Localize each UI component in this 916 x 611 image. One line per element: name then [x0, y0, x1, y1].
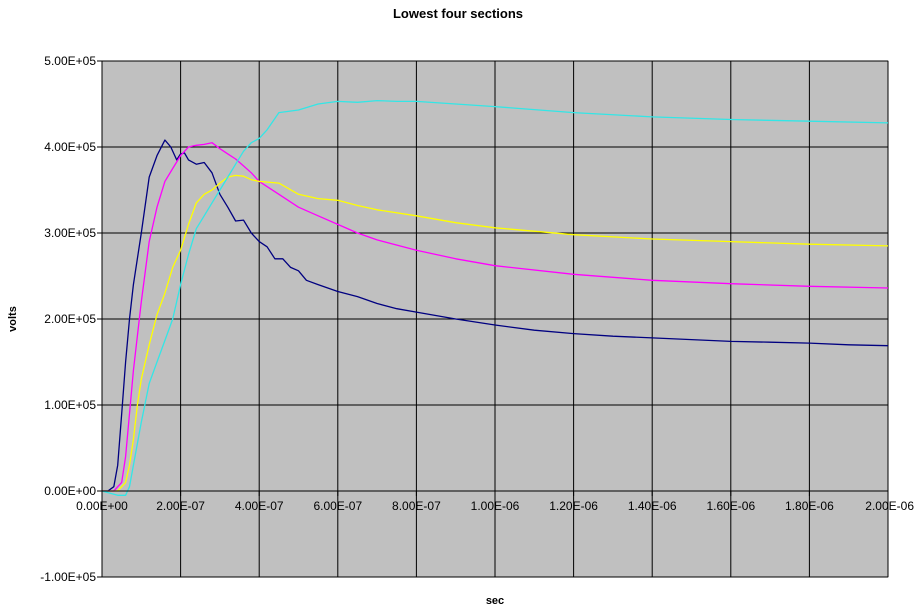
x-tick-label: 1.60E-06: [706, 499, 755, 513]
x-tick-label: 2.00E-06: [865, 499, 914, 513]
x-tick-label: 2.00E-07: [156, 499, 205, 513]
x-tick-label: 4.00E-07: [235, 499, 284, 513]
y-axis-label: volts: [7, 306, 19, 332]
y-tick-label: 3.00E+05: [44, 226, 96, 240]
series-line-4: [101, 99, 889, 496]
y-tick-label: -1.00E+05: [40, 570, 96, 584]
series-line-3: [102, 174, 889, 492]
y-tick-label: 2.00E+05: [44, 312, 96, 326]
x-tick-label: 1.00E-06: [471, 499, 520, 513]
series-line-2: [102, 142, 889, 492]
y-tick-label: 4.00E+05: [44, 140, 96, 154]
chart-title: Lowest four sections: [393, 6, 523, 21]
y-tick-label: 0.00E+00: [44, 484, 96, 498]
x-tick-label: 1.40E-06: [628, 499, 677, 513]
x-tick-label: 1.80E-06: [785, 499, 834, 513]
x-tick-label: 1.20E-06: [549, 499, 598, 513]
y-tick-label: 1.00E+05: [44, 398, 96, 412]
x-tick-label: 8.00E-07: [392, 499, 441, 513]
series-lines: [101, 99, 889, 496]
x-tick-label: 6.00E-07: [313, 499, 362, 513]
series-line-1: [102, 139, 889, 492]
y-tick-label: 5.00E+05: [44, 54, 96, 68]
x-axis-label: sec: [486, 595, 504, 607]
y-tick-labels: -1.00E+05 0.00E+00 1.00E+05 2.00E+05 3.00E+0…: [40, 54, 102, 584]
